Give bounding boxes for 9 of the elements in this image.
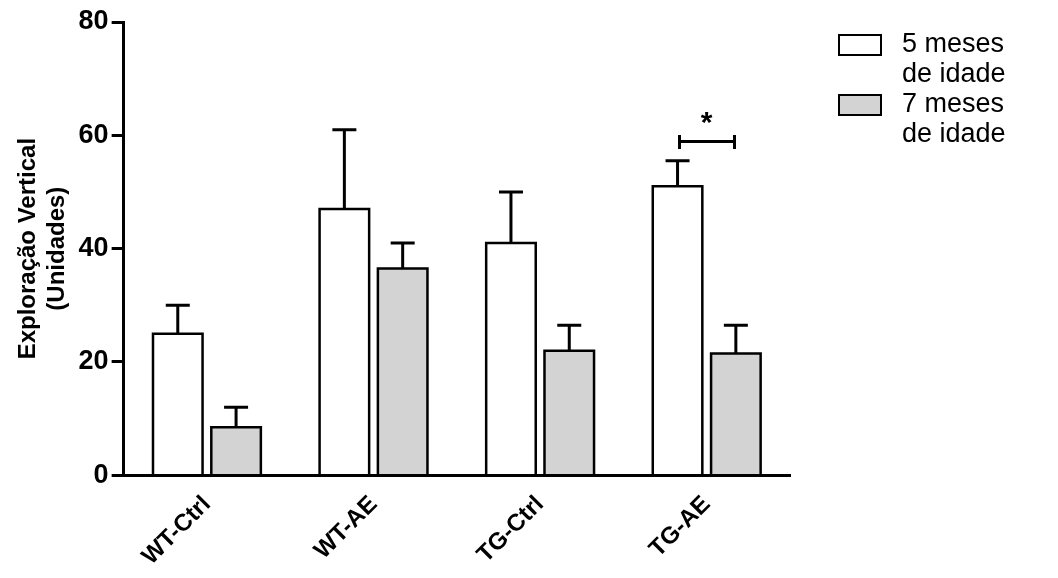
y-tick-label: 0 (93, 458, 109, 489)
y-axis-title: Exploração Vertical (Unidades) (13, 137, 69, 360)
legend-label: 7 meses de idade (902, 88, 1007, 148)
text: 5 meses de idade (902, 28, 1007, 88)
y-tick-label: 40 (78, 232, 109, 263)
y-tick-label: 20 (78, 345, 109, 376)
y-tick-label: 60 (78, 118, 109, 149)
annotation: * (700, 104, 713, 138)
y-tick-label: 80 (78, 5, 109, 36)
